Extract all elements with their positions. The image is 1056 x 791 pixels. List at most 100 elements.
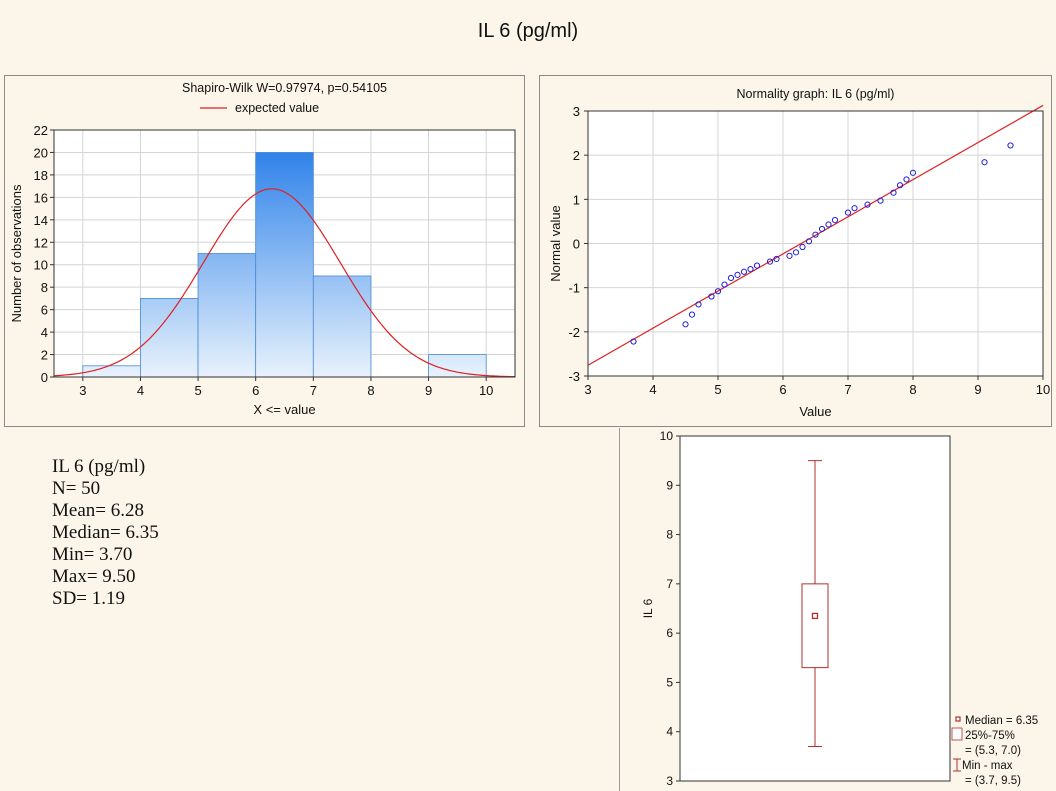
qq-point [721, 281, 728, 288]
qq-x-tick-label: 7 [844, 382, 851, 397]
normality-chart: -3 -2 -1 0 1 2 3 3 4 5 6 7 8 9 10 Normality graph: IL 6… [548, 87, 1050, 419]
histogram-chart: 0 2 4 6 8 10 12 14 16 18 20 22 3 4 5 6 7 8 9 10 Shapiro-Wilk… [9, 81, 516, 417]
qq-point [851, 205, 858, 212]
legend-iqr-range: = (5.3, 7.0) [965, 745, 1021, 757]
qq-point [812, 231, 819, 238]
qq-point [818, 225, 826, 233]
histogram-bar [140, 298, 199, 378]
qq-point [877, 197, 884, 204]
qq-point [896, 182, 904, 189]
box-y-tick-label: 9 [666, 478, 673, 492]
hist-y-tick-label: 14 [34, 213, 48, 228]
hist-y-tick-label: 22 [34, 123, 48, 138]
hist-x-tick-label: 7 [310, 383, 317, 398]
qq-title: Normality graph: IL 6 (pg/ml) [737, 87, 895, 101]
histogram-panel: 0 2 4 6 8 10 12 14 16 18 20 22 3 4 5 6 7 8 9 10 Shapiro-Wilk… [4, 75, 525, 427]
legend-median: Median = 6.35 [965, 715, 1038, 727]
summary-stats: IL 6 (pg/ml) N= 50 Mean= 6.28 Median= 6.… [52, 456, 159, 610]
qq-point [734, 271, 741, 278]
iqr-box [801, 583, 829, 669]
histogram-bar [428, 354, 487, 378]
stats-min: Min= 3.70 [52, 544, 133, 565]
box-y-tick-label: 6 [666, 626, 673, 640]
box-y-tick-label: 3 [666, 774, 673, 788]
qq-point [727, 274, 735, 282]
hist-plot-frame [53, 129, 516, 378]
qq-reference-line [587, 104, 1044, 366]
qq-point [708, 293, 715, 300]
qq-point [831, 216, 839, 224]
qq-y-tick-label: -3 [568, 369, 580, 384]
hist-x-tick-label: 9 [425, 383, 432, 398]
legend-iqr: 25%-75% [965, 730, 1015, 742]
stats-sd: SD= 1.19 [52, 588, 126, 609]
qq-point [981, 159, 988, 166]
qq-point [766, 258, 774, 265]
normality-panel: -3 -2 -1 0 1 2 3 3 4 5 6 7 8 9 10 Normality graph: IL 6… [539, 75, 1052, 427]
hist-y-tick-label: 8 [41, 280, 48, 295]
box-y-tick-label: 4 [666, 725, 673, 739]
qq-point [825, 221, 832, 228]
hist-y-tick-label: 20 [34, 145, 48, 160]
box-y-tick-label: 10 [660, 429, 674, 443]
qq-y-tick-label: -1 [568, 281, 580, 296]
qq-point [1007, 142, 1014, 149]
box-y-tick-label: 8 [666, 528, 673, 542]
hist-x-tick-label: 5 [194, 383, 201, 398]
qq-point [740, 268, 748, 275]
hist-x-tick-label: 4 [137, 383, 144, 398]
hist-y-tick-label: 0 [41, 370, 48, 385]
qq-point [890, 189, 897, 196]
box-y-axis-label: IL 6 [641, 598, 655, 618]
qq-point [903, 176, 910, 183]
panel-divider [619, 428, 620, 791]
stats-mean: Mean= 6.28 [52, 500, 144, 521]
qq-y-tick-label: 0 [573, 237, 580, 252]
qq-y-tick-label: 3 [573, 104, 580, 119]
qq-y-axis-label: Normal value [548, 205, 563, 282]
qq-x-tick-label: 5 [714, 382, 721, 397]
qq-point [792, 249, 800, 256]
qq-point [773, 255, 780, 263]
hist-y-tick-label: 4 [41, 325, 48, 340]
hist-x-tick-label: 8 [367, 383, 374, 398]
box-y-tick-label: 7 [666, 577, 673, 591]
qq-point [682, 321, 689, 328]
hist-y-tick-label: 12 [34, 235, 48, 250]
qq-point [786, 252, 793, 259]
stats-median: Median= 6.35 [52, 522, 159, 543]
expected-value-curve [53, 188, 516, 378]
qq-x-tick-label: 10 [1036, 382, 1050, 397]
qq-x-tick-label: 4 [649, 382, 656, 397]
qq-point [864, 201, 871, 208]
box-y-tick-label: 5 [666, 675, 673, 689]
hist-x-tick-label: 10 [479, 383, 493, 398]
hist-y-tick-label: 18 [34, 168, 48, 183]
hist-x-axis-label: X <= value [253, 402, 315, 417]
qq-point [799, 243, 806, 251]
qq-y-tick-label: 2 [573, 148, 580, 163]
boxplot-chart: 3 4 5 6 7 8 9 10 IL 6 Median = 6.35 25%-75% = (5.3,… [641, 429, 1038, 788]
qq-x-axis-label: Value [799, 404, 831, 419]
legend-range: Min - max [962, 760, 1013, 772]
qq-point [909, 169, 917, 176]
qq-point [695, 301, 702, 308]
hist-y-tick-label: 6 [41, 303, 48, 318]
qq-point [714, 288, 722, 295]
qq-point [747, 266, 754, 273]
qq-point [688, 311, 696, 318]
page-title: IL 6 (pg/ml) [477, 20, 579, 42]
stats-variable-name: IL 6 (pg/ml) [52, 456, 146, 477]
qq-point [753, 262, 761, 269]
qq-x-tick-label: 6 [779, 382, 786, 397]
stats-max: Max= 9.50 [52, 566, 136, 587]
hist-title: Shapiro-Wilk W=0.97974, p=0.54105 [182, 81, 387, 95]
qq-x-tick-label: 3 [584, 382, 591, 397]
qq-point [630, 338, 637, 345]
hist-y-tick-label: 2 [41, 348, 48, 363]
hist-y-tick-label: 10 [34, 258, 48, 273]
legend-median-swatch [955, 716, 961, 722]
histogram-bar [255, 152, 314, 378]
qq-x-tick-label: 8 [909, 382, 916, 397]
legend-range-values: = (3.7, 9.5) [965, 775, 1021, 787]
